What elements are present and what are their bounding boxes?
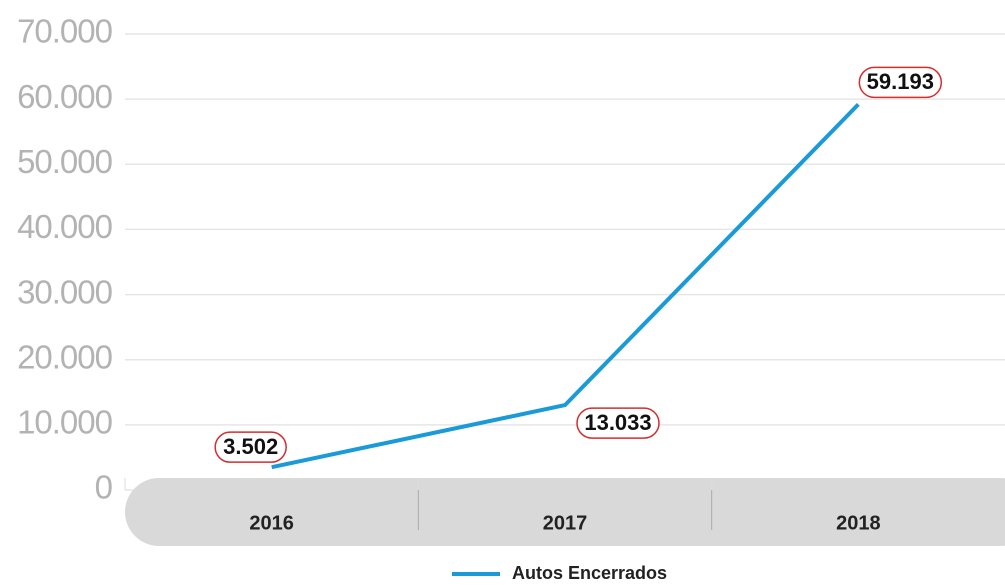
value-label-box — [858, 66, 943, 99]
x-tick-label: 2016 — [249, 512, 294, 534]
x-tick-label: 2017 — [543, 512, 588, 534]
y-tick-label: 20.000 — [17, 338, 113, 375]
value-label-box — [576, 407, 660, 439]
y-tick-label: 40.000 — [17, 208, 113, 245]
x-tick-label: 2018 — [836, 512, 881, 534]
y-tick-label: 10.000 — [17, 404, 113, 441]
legend-label: Autos Encerrados — [512, 563, 667, 583]
y-tick-label: 0 — [95, 469, 113, 506]
value-label: 13.033 — [584, 410, 651, 435]
y-tick-label: 50.000 — [17, 143, 113, 180]
category-band — [125, 478, 1005, 546]
value-label: 59.193 — [867, 69, 934, 94]
y-tick-label: 30.000 — [17, 273, 113, 310]
y-tick-label: 60.000 — [17, 78, 113, 115]
line — [271, 103, 860, 470]
y-tick-label: 70.000 — [17, 13, 113, 50]
value-label: 3.502 — [223, 434, 278, 459]
value-label-box — [214, 431, 287, 463]
